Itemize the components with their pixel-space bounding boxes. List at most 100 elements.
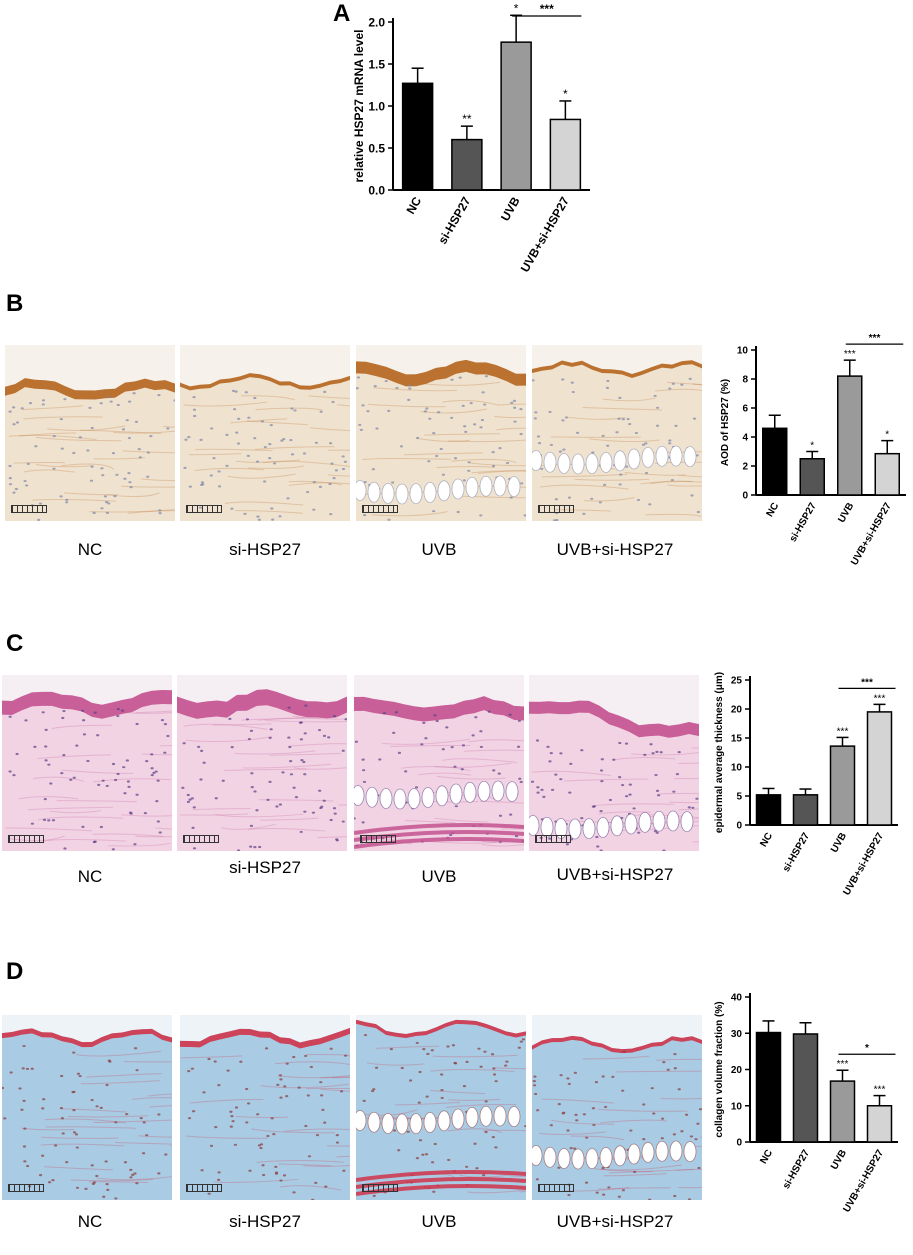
bracket-label: * (865, 1043, 869, 1054)
cartilage-cell (670, 1141, 682, 1161)
nucleus (424, 410, 427, 412)
nucleus (187, 801, 190, 803)
nucleus (210, 1145, 213, 1147)
nucleus (287, 707, 290, 709)
scale-bar (360, 835, 396, 843)
nucleus (492, 1136, 495, 1138)
nucleus (407, 399, 410, 401)
nucleus (136, 723, 139, 725)
nucleus (398, 752, 401, 754)
cartilage-cell (684, 447, 696, 467)
nucleus (519, 433, 522, 435)
nucleus (8, 770, 11, 772)
nucleus (580, 817, 583, 819)
nucleus (431, 1049, 434, 1051)
nucleus (193, 847, 196, 849)
bar-1 (794, 795, 818, 825)
nucleus (333, 807, 336, 809)
nucleus (270, 507, 273, 509)
caption-d-uvb-si-hsp27: UVB+si-HSP27 (525, 1212, 705, 1232)
nucleus (697, 511, 700, 513)
nucleus (52, 468, 55, 470)
cartilage-cell (586, 454, 598, 474)
nucleus (509, 813, 512, 815)
nucleus (536, 1178, 539, 1180)
nucleus (513, 407, 516, 409)
cartilage-cell (422, 787, 434, 807)
nucleus (618, 742, 621, 744)
nucleus (621, 784, 624, 786)
nucleus (404, 770, 407, 772)
nucleus (592, 806, 595, 808)
nucleus (483, 403, 486, 405)
y-tick-label: 0 (742, 491, 748, 502)
nucleus (268, 457, 271, 459)
nucleus (300, 738, 303, 740)
nucleus (100, 826, 103, 828)
nucleus (599, 810, 602, 812)
micrograph-c-uvb (354, 675, 524, 851)
nucleus (285, 1095, 288, 1097)
nucleus (298, 1087, 301, 1089)
cartilage-cell (452, 1109, 464, 1129)
nucleus (324, 1185, 327, 1187)
nucleus (574, 1072, 577, 1074)
nucleus (336, 1141, 339, 1143)
nucleus (690, 1135, 693, 1137)
nucleus (251, 786, 254, 788)
nucleus (52, 819, 55, 821)
nucleus (678, 751, 681, 753)
nucleus (462, 405, 465, 407)
nucleus (449, 834, 452, 836)
nucleus (129, 1176, 132, 1178)
nucleus (15, 753, 18, 755)
nucleus (362, 769, 365, 771)
nucleus (676, 773, 679, 775)
caption-b-si-hsp27: si-HSP27 (175, 540, 355, 560)
cartilage-cell (611, 816, 623, 836)
nucleus (648, 503, 651, 505)
nucleus (217, 1179, 220, 1181)
micrograph-c-uvb-si-hsp27 (529, 675, 699, 851)
nucleus (77, 1073, 80, 1075)
nucleus (617, 418, 620, 420)
nucleus (327, 736, 330, 738)
nucleus (218, 485, 221, 487)
nucleus (479, 514, 482, 516)
nucleus (485, 375, 488, 377)
nucleus (249, 846, 252, 848)
nucleus (307, 1094, 310, 1096)
nucleus (536, 792, 539, 794)
nucleus (39, 1174, 42, 1176)
category-label: UVB (836, 501, 856, 525)
nucleus (303, 811, 306, 813)
nucleus (144, 812, 147, 814)
nucleus (256, 516, 259, 518)
nucleus (475, 1167, 478, 1169)
nucleus (100, 467, 103, 469)
nucleus (303, 773, 306, 775)
nucleus (86, 760, 89, 762)
nucleus (12, 774, 15, 776)
nucleus (615, 431, 618, 433)
nucleus (283, 1174, 286, 1176)
nucleus (397, 1149, 400, 1151)
nucleus (363, 514, 366, 516)
y-axis-label: epidermal average thickness (μm) (714, 672, 725, 833)
cartilage-cell (583, 819, 595, 839)
nucleus (695, 798, 698, 800)
nucleus (409, 1079, 412, 1081)
nucleus (295, 796, 298, 798)
category-label: NC (758, 1148, 775, 1166)
nucleus (93, 841, 96, 843)
nucleus (313, 481, 316, 483)
nucleus (44, 745, 47, 747)
nucleus (287, 736, 290, 738)
caption-b-uvb-si-hsp27: UVB+si-HSP27 (525, 540, 705, 560)
nucleus (270, 728, 273, 730)
scale-bar (11, 505, 47, 513)
nucleus (132, 392, 135, 394)
nucleus (374, 385, 377, 387)
panel-letter-c: C (6, 630, 23, 658)
nucleus (344, 1055, 347, 1057)
